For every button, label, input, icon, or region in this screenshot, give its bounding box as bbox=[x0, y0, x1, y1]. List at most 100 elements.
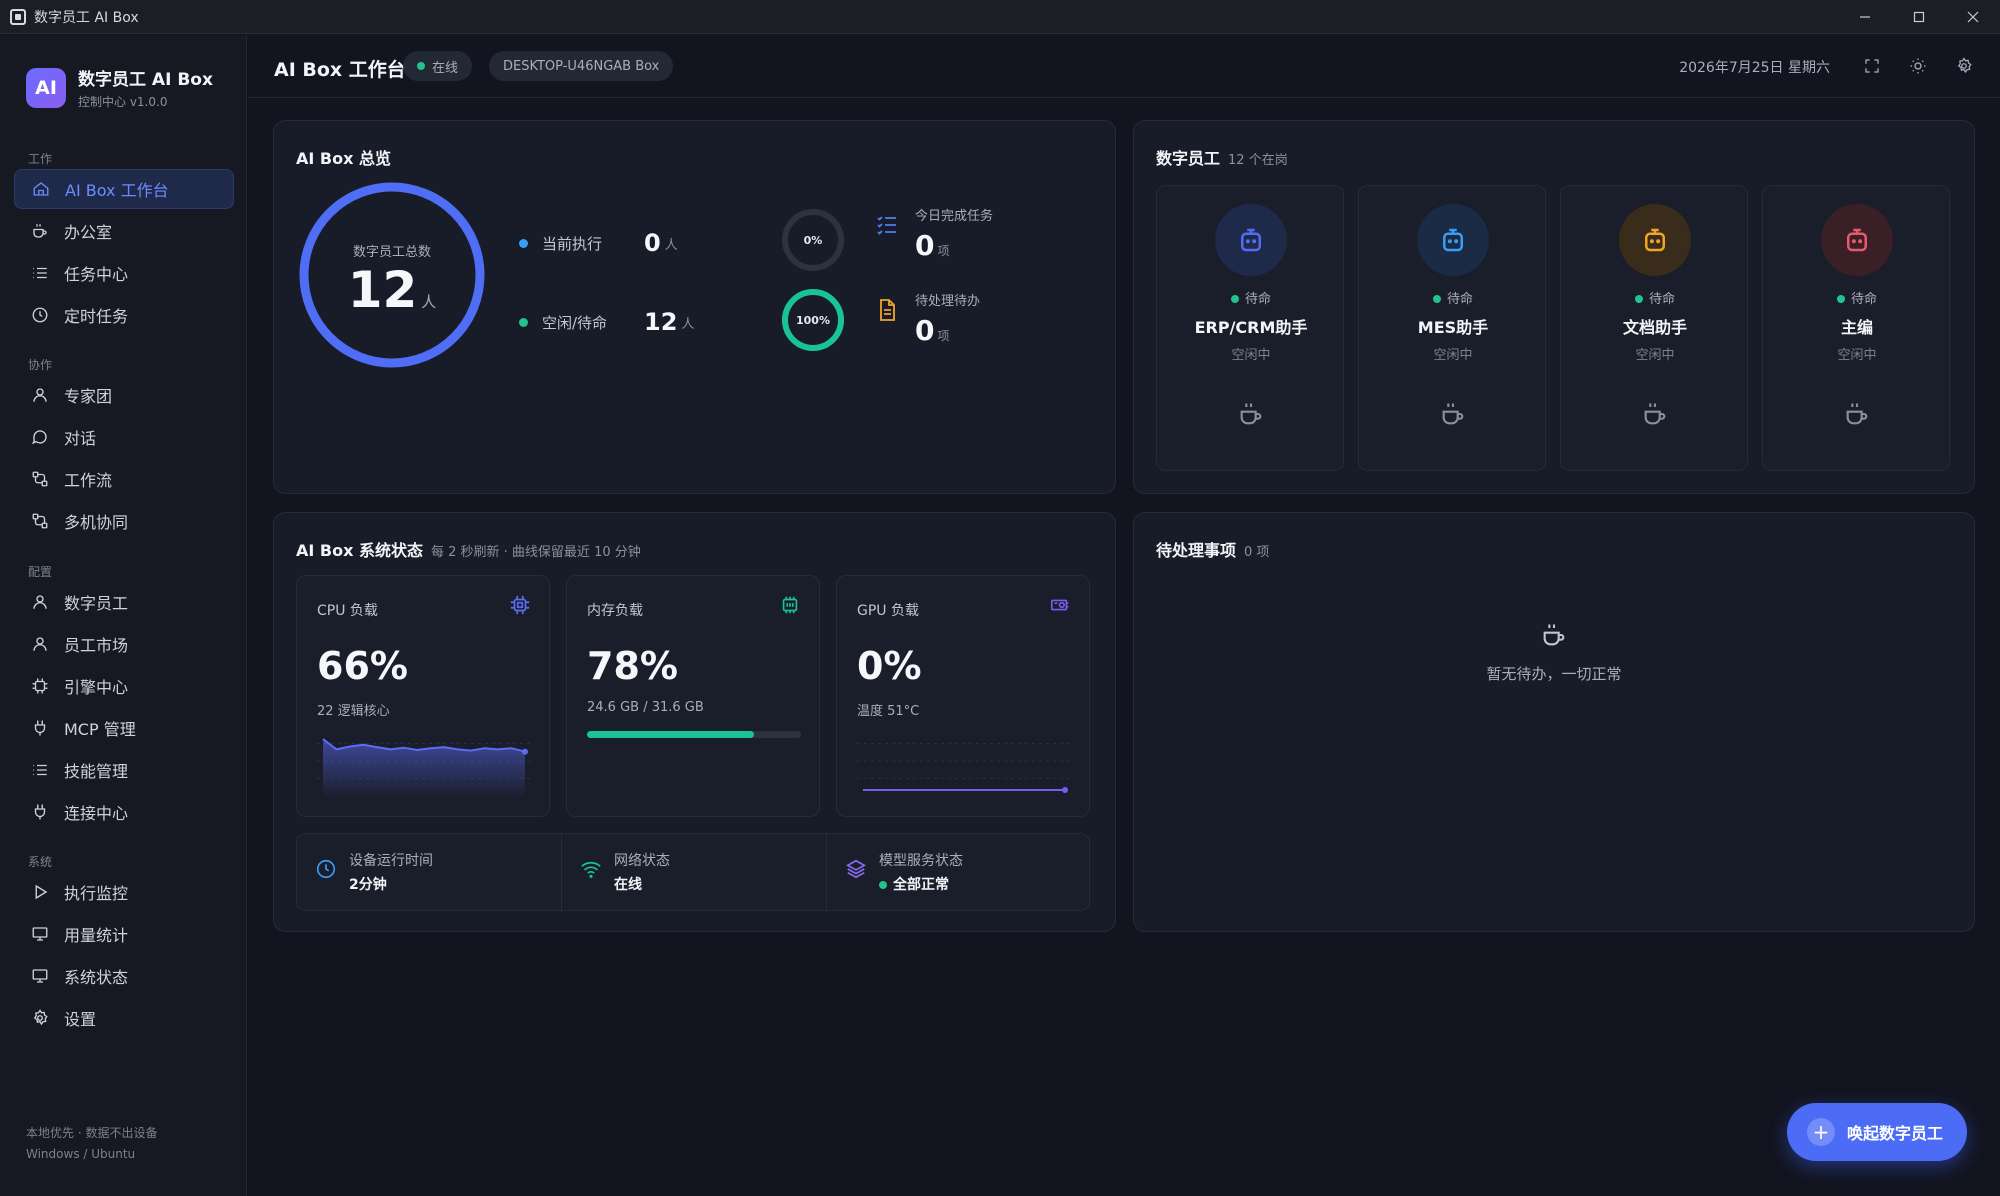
sidebar-item-label: 数字员工 bbox=[64, 594, 129, 613]
sidebar-item-2-0[interactable]: 数字员工 bbox=[14, 582, 234, 622]
workers-card: 数字员工 12 个在岗 待命 ERP/CRM助手 空闲中 待命 MES助手 空闲中 待命 文档助… bbox=[1133, 120, 1975, 494]
chat-icon bbox=[30, 427, 50, 447]
executing-stat: 当前执行 0 人 bbox=[519, 229, 678, 257]
model-service-label: 模型服务状态 bbox=[879, 853, 963, 869]
model-ok-dot-icon bbox=[879, 881, 887, 889]
sidebar-item-0-2[interactable]: 任务中心 bbox=[14, 253, 234, 293]
sidebar-item-3-0[interactable]: 执行监控 bbox=[14, 872, 234, 912]
home-icon bbox=[31, 179, 51, 199]
robot-avatar-icon bbox=[1619, 204, 1691, 276]
memory-progress-bar bbox=[587, 731, 801, 738]
worker-card[interactable]: 待命 文档助手 空闲中 bbox=[1560, 185, 1748, 471]
minimize-button[interactable] bbox=[1838, 0, 1892, 34]
wifi-icon bbox=[580, 858, 604, 882]
executing-value: 0 bbox=[644, 229, 661, 257]
worker-status: 待命 bbox=[1359, 288, 1547, 307]
worker-status: 待命 bbox=[1157, 288, 1345, 307]
cpu-value: 66% bbox=[317, 644, 408, 688]
info-divider bbox=[561, 834, 562, 912]
sidebar-item-1-1[interactable]: 对话 bbox=[14, 417, 234, 457]
nav-section-label: 配置 bbox=[28, 565, 53, 579]
online-status-badge: 在线 bbox=[403, 51, 473, 81]
page-header: AI Box 工作台 在线 DESKTOP-U46NGAB Box 2026年7… bbox=[248, 35, 2000, 98]
worker-card[interactable]: 待命 主编 空闲中 bbox=[1762, 185, 1950, 471]
sidebar-item-2-3[interactable]: MCP 管理 bbox=[14, 708, 234, 748]
memory-usage: 24.6 GB / 31.6 GB bbox=[587, 700, 704, 715]
status-dot-icon bbox=[1230, 295, 1239, 303]
idle-value: 12 bbox=[644, 308, 678, 336]
user-icon bbox=[30, 385, 50, 405]
worker-card[interactable]: 待命 MES助手空闲中 bbox=[1358, 185, 1546, 471]
cpu-metric-card: CPU 负载 66% 22 逻辑核心 bbox=[296, 575, 550, 817]
window-titlebar: 数字员工 AI Box bbox=[0, 0, 2000, 34]
sidebar-item-1-0[interactable]: 专家团 bbox=[14, 375, 234, 415]
worker-name: MES助手 bbox=[1417, 318, 1489, 337]
app-icon bbox=[10, 8, 26, 25]
online-status-text: 在线 bbox=[432, 60, 459, 76]
sidebar-item-label: 设置 bbox=[64, 1010, 97, 1029]
cpu-label: CPU 负载 bbox=[317, 603, 378, 619]
summon-worker-label: 唤起数字员工 bbox=[1847, 1124, 1944, 1143]
network-label: 网络状态 bbox=[614, 853, 670, 869]
status-dot-icon bbox=[1634, 295, 1643, 303]
idle-unit: 人 bbox=[681, 316, 695, 332]
maximize-button[interactable] bbox=[1892, 0, 1946, 34]
gear-icon bbox=[30, 1008, 50, 1028]
sidebar-item-2-2[interactable]: 引擎中心 bbox=[14, 666, 234, 706]
sidebar-item-label: 办公室 bbox=[64, 223, 113, 242]
sidebar-item-3-3[interactable]: 设置 bbox=[14, 998, 234, 1038]
system-state-title: AI Box 系统状态每 2 秒刷新 · 曲线保留最近 10 分钟 bbox=[296, 541, 641, 560]
sidebar-item-label: 多机协同 bbox=[64, 513, 129, 532]
executing-dot-icon bbox=[519, 238, 528, 248]
sidebar-item-label: 系统状态 bbox=[64, 968, 129, 987]
worker-substatus: 空闲中 bbox=[1635, 348, 1675, 363]
total-workers-label: 数字员工总数 bbox=[352, 245, 431, 260]
sidebar-item-label: 对话 bbox=[64, 429, 97, 448]
worker-substatus: 空闲中 bbox=[1433, 348, 1473, 363]
gpu-value: 0% bbox=[857, 644, 922, 688]
sidebar-item-0-0[interactable]: AI Box 工作台 bbox=[14, 169, 234, 209]
workflow-icon bbox=[30, 469, 50, 489]
list-icon bbox=[30, 263, 50, 283]
worker-name: 文档助手 bbox=[1622, 318, 1687, 337]
sidebar-item-1-2[interactable]: 工作流 bbox=[14, 459, 234, 499]
close-button[interactable] bbox=[1946, 0, 2000, 34]
nav-section-label: 系统 bbox=[28, 855, 53, 869]
sidebar-item-3-2[interactable]: 系统状态 bbox=[14, 956, 234, 996]
sidebar-item-label: 定时任务 bbox=[64, 307, 129, 326]
robot-avatar-icon bbox=[1215, 204, 1287, 276]
sidebar-item-0-3[interactable]: 定时任务 bbox=[14, 295, 234, 335]
coffee-cup-icon bbox=[1237, 400, 1265, 428]
workflow-icon bbox=[30, 511, 50, 531]
sidebar-item-0-1[interactable]: 办公室 bbox=[14, 211, 234, 251]
executing-ratio-ring: 0% bbox=[780, 207, 846, 273]
total-workers-value: 12 人 bbox=[347, 261, 437, 319]
summon-worker-button[interactable]: + 唤起数字员工 bbox=[1787, 1103, 1967, 1161]
cpu-sparkline-last-point bbox=[522, 748, 528, 755]
sidebar-item-1-3[interactable]: 多机协同 bbox=[14, 501, 234, 541]
sidebar-item-2-4[interactable]: 技能管理 bbox=[14, 750, 234, 790]
cpu-chip-icon bbox=[509, 594, 531, 616]
executing-ratio-text: 0% bbox=[803, 233, 823, 247]
fullscreen-icon[interactable] bbox=[1860, 54, 1884, 78]
sidebar-item-2-5[interactable]: 连接中心 bbox=[14, 792, 234, 832]
cup-icon bbox=[30, 221, 50, 241]
pending-empty-text: 暂无待办，一切正常 bbox=[1486, 665, 1622, 683]
chip-icon bbox=[30, 676, 50, 696]
coffee-cup-icon bbox=[1540, 621, 1570, 651]
cpu-sparkline bbox=[317, 738, 531, 796]
sidebar-item-label: 任务中心 bbox=[64, 265, 129, 284]
brand: AI 数字员工 AI Box 控制中心 v1.0.0 bbox=[26, 65, 213, 110]
worker-card[interactable]: 待命 ERP/CRM助手 空闲中 bbox=[1156, 185, 1344, 471]
sidebar-item-3-1[interactable]: 用量统计 bbox=[14, 914, 234, 954]
executing-unit: 人 bbox=[664, 237, 678, 253]
settings-gear-icon[interactable] bbox=[1952, 54, 1976, 78]
theme-sun-icon[interactable] bbox=[1906, 54, 1930, 78]
coffee-cup-icon bbox=[1641, 400, 1669, 428]
sidebar-item-label: 引擎中心 bbox=[64, 678, 129, 697]
workers-count: 12 个在岗 bbox=[1228, 153, 1288, 168]
sidebar-item-label: 连接中心 bbox=[64, 804, 129, 823]
sidebar-item-label: 技能管理 bbox=[64, 762, 129, 781]
sidebar-item-2-1[interactable]: 员工市场 bbox=[14, 624, 234, 664]
